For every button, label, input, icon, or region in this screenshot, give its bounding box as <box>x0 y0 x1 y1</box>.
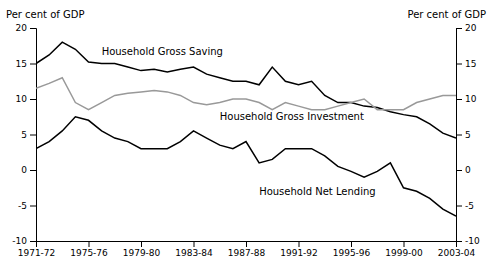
x-tick: 1983-84 <box>175 241 213 258</box>
y-tick-label: -10 <box>12 236 27 246</box>
y-tick: 5 <box>21 130 36 140</box>
x-tick: 1979-80 <box>123 241 161 258</box>
y2-tick-label: 0 <box>465 165 471 175</box>
y-tick: 15 <box>16 59 36 69</box>
x-tick-label: 1995-96 <box>333 248 371 258</box>
y2-tick: -5 <box>456 201 474 211</box>
y2-tick: 15 <box>456 59 476 69</box>
x-tick: 1975-76 <box>70 241 108 258</box>
y-tick-label: -5 <box>18 201 27 211</box>
series-line <box>36 78 456 110</box>
x-tick-label: 1971-72 <box>18 248 56 258</box>
y2-tick-label: 20 <box>465 23 477 33</box>
x-tick: 1991-92 <box>280 241 318 258</box>
x-tick-mark <box>89 241 90 247</box>
y2-tick: 5 <box>456 130 471 140</box>
annotation: Household Gross Saving <box>102 46 223 57</box>
x-tick-mark <box>351 241 352 247</box>
x-tick-label: 1983-84 <box>175 248 213 258</box>
y-tick-label: 10 <box>16 94 28 104</box>
y-tick-label: 5 <box>21 130 27 140</box>
y2-tick-mark <box>456 64 462 65</box>
y2-tick-mark <box>456 135 462 136</box>
x-tick-label: 1979-80 <box>123 248 161 258</box>
x-tick-label: 1999-00 <box>385 248 423 258</box>
y2-tick-mark <box>456 99 462 100</box>
y-tick-mark <box>30 28 36 29</box>
x-tick-mark <box>141 241 142 247</box>
y2-axis: -10 -5 0 5 10 15 20 <box>456 23 480 246</box>
y-tick-mark <box>30 206 36 207</box>
y-tick: 20 <box>16 23 36 33</box>
annotation: Household Net Lending <box>259 186 376 197</box>
y-tick-label: 0 <box>21 165 27 175</box>
y2-tick-label: 15 <box>465 59 476 69</box>
series-line <box>36 117 456 216</box>
y2-tick: -10 <box>456 236 480 246</box>
y2-tick: 20 <box>456 23 477 33</box>
y-tick-mark <box>30 135 36 136</box>
y-tick: 0 <box>21 165 36 175</box>
series-line <box>36 42 456 138</box>
x-tick-mark <box>404 241 405 247</box>
x-tick-mark <box>246 241 247 247</box>
y2-axis-label: Per cent of GDP <box>407 9 486 20</box>
y2-tick: 0 <box>456 165 471 175</box>
x-tick-mark <box>299 241 300 247</box>
y-axis: -10 -5 0 5 10 15 20 <box>12 23 36 246</box>
x-axis: 1971-72 1975-76 1979-80 1983-84 1987-88 1991-… <box>18 241 476 258</box>
y-tick: 10 <box>16 94 36 104</box>
series-group <box>36 42 456 216</box>
y2-tick-mark <box>456 28 462 29</box>
axis-line <box>457 29 463 242</box>
x-tick: 1999-00 <box>385 241 423 258</box>
plot: 1971-72 1975-76 1979-80 1983-84 1987-88 1991-… <box>12 23 480 258</box>
x-tick-label: 1991-92 <box>280 248 318 258</box>
y-tick: -10 <box>12 236 36 246</box>
y-tick-mark <box>30 99 36 100</box>
x-tick: 1987-88 <box>228 241 266 258</box>
axis-line <box>37 242 457 248</box>
y-axis-label: Per cent of GDP <box>6 9 85 20</box>
y2-tick-mark <box>456 170 462 171</box>
y-tick-label: 20 <box>16 23 28 33</box>
chart: 1971-72 1975-76 1979-80 1983-84 1987-88 1991-… <box>0 0 492 265</box>
x-tick-mark <box>194 241 195 247</box>
x-tick-label: 1975-76 <box>70 248 108 258</box>
y2-tick-mark <box>456 206 462 207</box>
y2-tick-label: -5 <box>465 201 474 211</box>
annotations: Household Gross Saving Household Gross In… <box>102 46 376 197</box>
y-tick-mark <box>30 241 36 242</box>
y-tick-mark <box>30 170 36 171</box>
x-tick: 1995-96 <box>333 241 371 258</box>
y-tick-label: 15 <box>16 59 27 69</box>
y2-tick-mark <box>456 241 462 242</box>
x-tick-label: 2003-04 <box>438 248 476 258</box>
y2-tick-label: 10 <box>465 94 477 104</box>
annotation: Household Gross Investment <box>220 111 364 122</box>
y2-tick: 10 <box>456 94 477 104</box>
y-tick-mark <box>30 64 36 65</box>
axis-line <box>30 29 37 242</box>
x-tick-label: 1987-88 <box>228 248 266 258</box>
y-tick: -5 <box>18 201 36 211</box>
y2-tick-label: 5 <box>465 130 471 140</box>
y2-tick-label: -10 <box>465 236 480 246</box>
